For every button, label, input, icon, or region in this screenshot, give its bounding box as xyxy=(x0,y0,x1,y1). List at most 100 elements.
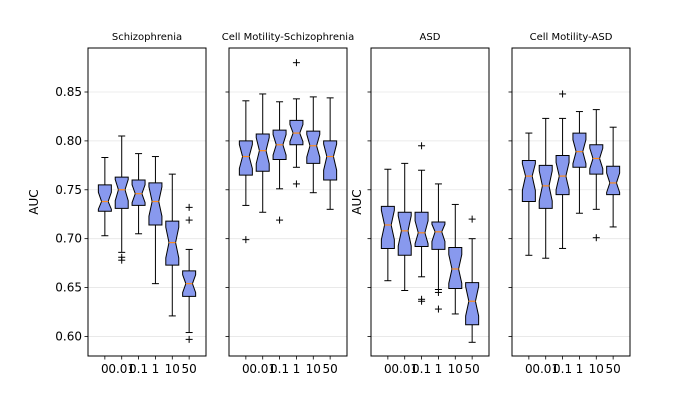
box-body xyxy=(97,184,112,212)
outlier-marker xyxy=(276,216,284,224)
box-body xyxy=(521,159,536,203)
y-axis-label: AUC xyxy=(350,189,364,214)
y-tick-label: 0.75 xyxy=(55,183,82,197)
panel-title: Cell Motility-Schizophrenia xyxy=(222,32,354,43)
panel-frame xyxy=(228,47,348,357)
box-0 xyxy=(380,168,395,282)
panel-title: Cell Motility-ASD xyxy=(530,32,613,43)
box-body xyxy=(255,133,270,172)
outlier-marker xyxy=(292,180,300,188)
box-body xyxy=(448,246,463,290)
box-0.01 xyxy=(397,162,412,291)
x-tick-label: 0 xyxy=(242,362,250,376)
x-tick-label: 0.1 xyxy=(129,362,148,376)
box-body xyxy=(414,211,429,247)
box-0.1 xyxy=(272,101,287,224)
outlier-marker xyxy=(434,288,442,296)
box-body xyxy=(238,140,253,176)
x-tick-label: 0 xyxy=(384,362,392,376)
x-tick-label: 10 xyxy=(448,362,463,376)
panel-0: 0 0.010.1 1 10 50 0.60 0.65 0.70 0.75 0.80 0.85 Sch… xyxy=(27,32,207,376)
x-tick-label: 0.1 xyxy=(412,362,431,376)
y-tick-label: 0.65 xyxy=(55,281,82,295)
x-tick-label: 0.01 xyxy=(391,362,418,376)
box-1 xyxy=(148,156,163,285)
box-body xyxy=(397,211,412,256)
outlier-marker xyxy=(185,203,193,211)
outlier-marker xyxy=(592,234,600,242)
box-body xyxy=(323,140,338,181)
box-body xyxy=(114,176,129,209)
panel-title: Schizophrenia xyxy=(112,32,182,43)
x-tick-label: 0.1 xyxy=(270,362,289,376)
y-tick-label: 0.70 xyxy=(55,232,82,246)
box-0.01 xyxy=(114,135,129,264)
box-1 xyxy=(572,111,587,214)
box-body xyxy=(306,130,321,164)
y-tick-label: 0.85 xyxy=(55,85,82,99)
box-0.01 xyxy=(255,93,270,213)
x-tick-label: 0.01 xyxy=(532,362,559,376)
y-tick-label: 0.60 xyxy=(55,329,82,343)
x-tick-label: 1 xyxy=(435,362,443,376)
box-body xyxy=(538,164,553,209)
panel-title: ASD xyxy=(420,32,441,43)
y-tick-label: 0.80 xyxy=(55,134,82,148)
box-body xyxy=(131,179,146,206)
outlier-marker xyxy=(242,236,250,244)
box-body xyxy=(431,221,446,250)
x-tick-label: 0.01 xyxy=(108,362,135,376)
y-axis-label: AUC xyxy=(27,189,41,214)
box-1 xyxy=(431,183,446,313)
box-10 xyxy=(165,173,180,317)
box-0.1 xyxy=(414,142,429,305)
panel-1: 0 0.010.1 1 10 50 Cell Motility-Schizophrenia xyxy=(222,32,354,376)
outlier-marker xyxy=(118,256,126,264)
outlier-marker xyxy=(418,142,426,150)
x-tick-label: 10 xyxy=(589,362,604,376)
x-tick-label: 50 xyxy=(182,362,197,376)
box-50 xyxy=(182,203,197,343)
box-0.1 xyxy=(555,90,570,249)
box-0 xyxy=(521,132,536,256)
x-tick-label: 50 xyxy=(323,362,338,376)
panel-3: 0 0.010.1 1 10 50 Cell Motility-ASD xyxy=(508,32,631,376)
box-50 xyxy=(323,97,338,210)
outlier-marker xyxy=(559,90,567,98)
x-tick-label: 10 xyxy=(306,362,321,376)
box-body xyxy=(606,165,621,196)
x-tick-label: 0.1 xyxy=(553,362,572,376)
panel-2: 0 0.010.1 1 10 50 ASD AUC xyxy=(350,32,490,376)
box-10 xyxy=(306,96,321,194)
outlier-marker xyxy=(292,59,300,67)
box-0.01 xyxy=(538,117,553,259)
box-body xyxy=(555,155,570,196)
outlier-marker xyxy=(468,215,476,223)
box-0 xyxy=(97,157,112,237)
box-body xyxy=(148,182,163,226)
box-1 xyxy=(289,59,304,188)
box-body xyxy=(589,144,604,175)
x-tick-label: 1 xyxy=(152,362,160,376)
x-tick-label: 1 xyxy=(576,362,584,376)
box-10 xyxy=(589,109,604,242)
x-tick-label: 0 xyxy=(101,362,109,376)
panel-frame xyxy=(370,47,490,357)
x-tick-label: 50 xyxy=(606,362,621,376)
outlier-marker xyxy=(434,305,442,313)
x-tick-label: 0.01 xyxy=(249,362,276,376)
box-0.1 xyxy=(131,153,146,235)
x-tick-label: 1 xyxy=(293,362,301,376)
panel-frame xyxy=(87,47,207,357)
x-tick-label: 0 xyxy=(525,362,533,376)
box-body xyxy=(380,205,395,249)
box-50 xyxy=(465,215,480,343)
x-tick-label: 50 xyxy=(465,362,480,376)
box-0 xyxy=(238,100,253,244)
panel-frame xyxy=(511,47,631,357)
outlier-marker xyxy=(418,297,426,305)
box-body xyxy=(465,282,480,326)
outlier-marker xyxy=(185,335,193,343)
box-10 xyxy=(448,203,463,315)
